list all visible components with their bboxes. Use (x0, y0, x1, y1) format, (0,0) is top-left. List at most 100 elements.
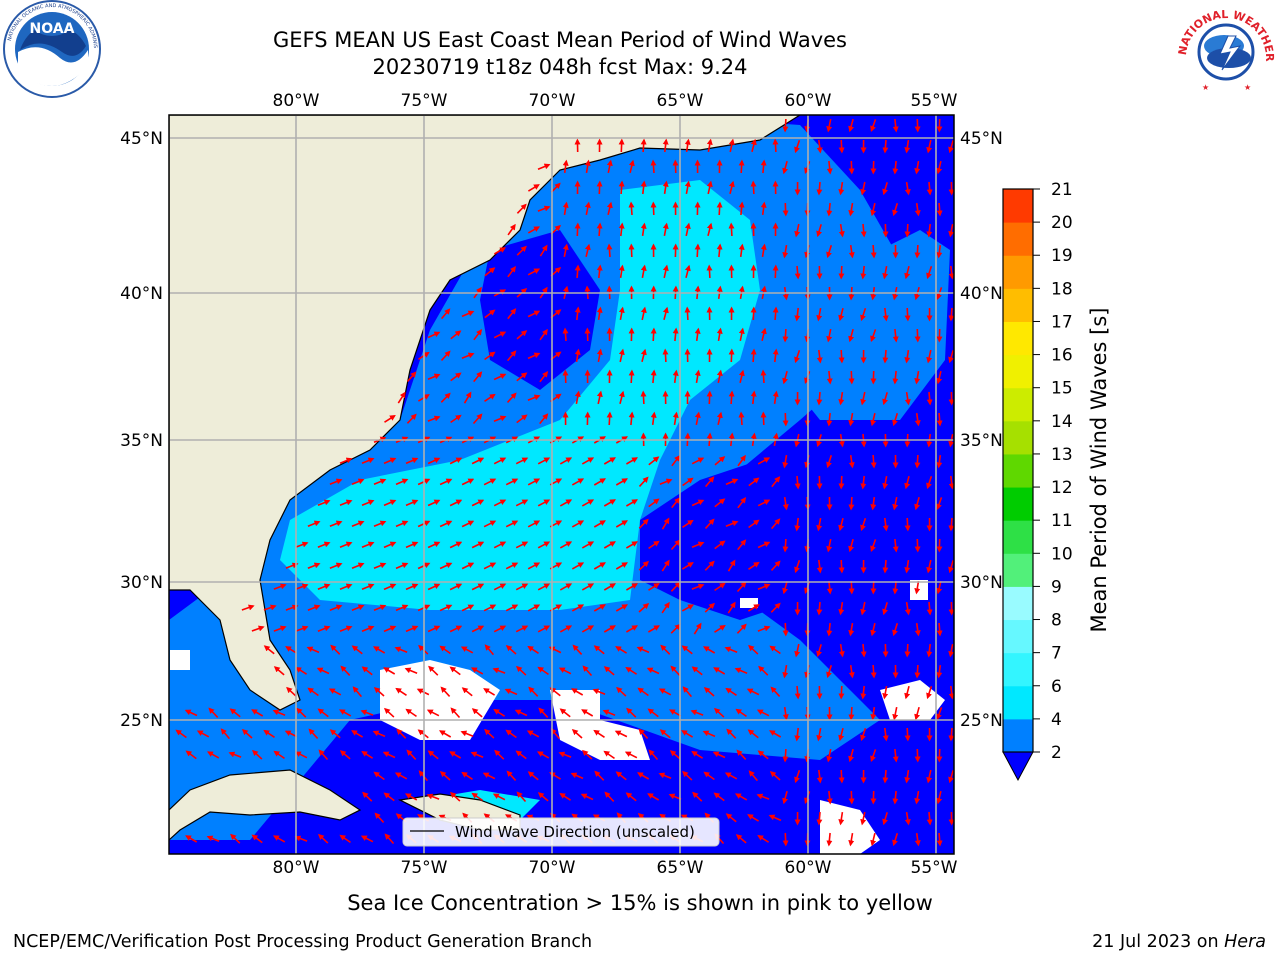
wind-wave-arrow (672, 369, 679, 384)
wind-wave-arrow (492, 667, 506, 674)
wind-wave-arrow (584, 243, 591, 257)
wind-wave-arrow (750, 390, 757, 405)
wind-wave-arrow (724, 646, 738, 653)
wind-wave-arrow (892, 748, 899, 763)
wind-wave-arrow (449, 625, 463, 633)
colorbar-extend-arrow (1002, 751, 1034, 782)
wind-wave-arrow (506, 350, 517, 362)
wind-wave-arrow (691, 666, 703, 676)
wind-wave-arrow (285, 646, 298, 654)
wind-wave-arrow (838, 223, 845, 238)
wind-wave-arrow (648, 498, 660, 508)
colorbar-tick-label: 12 (1051, 478, 1073, 498)
wind-wave-arrow (339, 750, 351, 760)
wind-wave-arrow (527, 520, 541, 528)
wind-wave-arrow (691, 750, 704, 759)
wind-wave-arrow (527, 310, 541, 318)
wind-wave-arrow (263, 729, 275, 738)
wind-wave-arrow (948, 350, 954, 364)
wind-wave-arrow (427, 583, 441, 591)
wind-wave-arrow (527, 394, 541, 401)
wind-wave-arrow (948, 475, 954, 490)
wind-wave-arrow (640, 180, 647, 195)
wind-wave-arrow (737, 539, 747, 551)
wind-wave-arrow (770, 686, 781, 697)
wind-wave-arrow (782, 790, 788, 805)
wind-wave-arrow (936, 832, 943, 847)
wind-wave-arrow (362, 791, 373, 802)
wind-wave-arrow (782, 370, 788, 385)
wind-wave-arrow (838, 685, 845, 700)
wind-wave-arrow (507, 308, 517, 320)
wind-wave-arrow (625, 541, 638, 549)
wind-wave-arrow (870, 203, 877, 217)
wind-wave-arrow (772, 306, 779, 321)
wind-wave-arrow (794, 265, 801, 280)
wind-wave-arrow (427, 415, 441, 422)
wind-wave-arrow (704, 602, 715, 613)
wind-wave-arrow (892, 623, 899, 637)
wind-wave-arrow (757, 541, 771, 549)
lat-tick-label: 35°N (120, 431, 163, 451)
wind-wave-arrow (493, 499, 507, 507)
wind-wave-arrow (527, 562, 541, 570)
wind-wave-arrow (838, 811, 845, 826)
wind-wave-arrow (383, 499, 397, 507)
wind-wave-arrow (450, 330, 462, 340)
wind-wave-arrow (816, 391, 823, 406)
wind-wave-arrow (736, 623, 747, 634)
wind-wave-arrow (914, 370, 921, 385)
wind-wave-arrow (750, 306, 757, 321)
svg-text:★: ★ (1202, 83, 1209, 92)
wind-wave-arrow (794, 140, 801, 154)
colorbar-cell (1003, 718, 1033, 753)
colorbar-cell (1003, 255, 1033, 289)
wind-wave-arrow (351, 478, 365, 486)
wind-wave-arrow (373, 520, 387, 528)
wind-wave-arrow (372, 730, 386, 738)
wind-wave-arrow (339, 583, 353, 590)
colorbar-tick-label: 6 (1051, 677, 1062, 697)
wind-wave-arrow (505, 604, 519, 612)
colorbar-cell (1003, 685, 1033, 720)
wind-wave-arrow (750, 180, 757, 195)
wind-wave-arrow (406, 749, 417, 760)
wind-wave-arrow (637, 772, 650, 780)
svg-text:NOAA: NOAA (30, 21, 75, 37)
wind-wave-arrow (838, 181, 845, 196)
colorbar-tick-label: 14 (1051, 412, 1073, 432)
wind-wave-arrow (848, 118, 854, 133)
wind-wave-arrow (220, 728, 231, 740)
lon-tick-label: 60°W (785, 858, 832, 878)
wind-wave-arrow (361, 583, 375, 591)
wind-wave-arrow (826, 665, 833, 679)
wind-wave-arrow (860, 601, 867, 616)
wind-wave-arrow (926, 181, 933, 196)
colorbar-cell (1003, 553, 1033, 587)
wind-wave-arrow (329, 562, 343, 569)
wind-wave-arrow (515, 457, 529, 465)
footer-credit: NCEP/EMC/Verification Post Processing Pr… (13, 932, 593, 952)
wind-wave-arrow (306, 646, 320, 654)
colorbar-tick-label: 18 (1051, 279, 1073, 299)
wind-wave-arrow (848, 496, 855, 511)
wind-wave-arrow (373, 646, 386, 654)
wind-wave-arrow (638, 728, 649, 739)
wind-wave-arrow (691, 541, 705, 549)
wind-wave-arrow (748, 770, 759, 782)
wind-wave-arrow (691, 457, 705, 465)
wind-wave-arrow (728, 138, 735, 153)
wind-wave-arrow (251, 834, 263, 844)
wind-wave-arrow (760, 411, 767, 426)
wind-wave-arrow (926, 349, 933, 364)
wind-wave-arrow (904, 643, 911, 658)
wind-wave-arrow (537, 205, 551, 212)
wind-wave-arrow (914, 748, 921, 763)
wind-wave-arrow (295, 666, 308, 675)
wind-wave-arrow (449, 666, 461, 676)
wind-wave-arrow (681, 562, 694, 570)
wind-wave-arrow (870, 833, 877, 847)
wind-wave-arrow (339, 499, 353, 506)
wind-wave-arrow (493, 708, 506, 717)
footer-date-text: 21 Jul 2023 on (1092, 932, 1225, 952)
